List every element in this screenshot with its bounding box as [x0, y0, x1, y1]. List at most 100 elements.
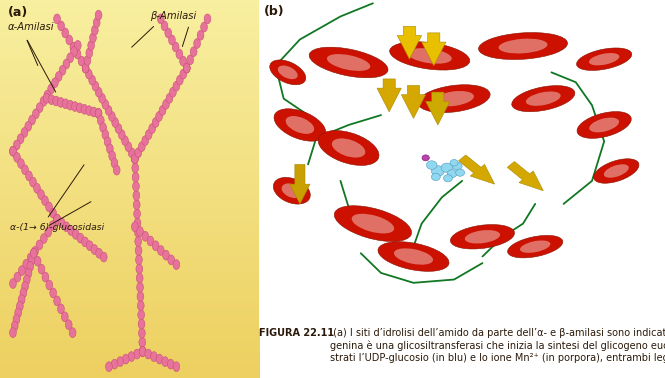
Ellipse shape: [278, 65, 298, 79]
Circle shape: [69, 328, 76, 338]
Circle shape: [36, 240, 43, 250]
Circle shape: [132, 163, 138, 173]
Ellipse shape: [465, 230, 500, 243]
Circle shape: [53, 96, 59, 106]
Circle shape: [180, 56, 186, 66]
Circle shape: [161, 21, 168, 31]
Circle shape: [432, 166, 444, 176]
Circle shape: [38, 264, 45, 274]
Ellipse shape: [520, 240, 551, 253]
Circle shape: [162, 357, 168, 367]
Circle shape: [86, 241, 93, 251]
Circle shape: [138, 310, 144, 320]
Circle shape: [139, 347, 146, 356]
Circle shape: [65, 320, 72, 330]
Circle shape: [63, 59, 70, 69]
Circle shape: [20, 288, 27, 298]
Circle shape: [198, 30, 204, 40]
Circle shape: [31, 248, 37, 258]
Circle shape: [82, 63, 89, 73]
Circle shape: [55, 71, 62, 81]
Circle shape: [100, 123, 106, 133]
Circle shape: [135, 237, 142, 246]
Ellipse shape: [594, 159, 639, 183]
Circle shape: [104, 137, 111, 147]
Circle shape: [173, 260, 180, 270]
Circle shape: [27, 253, 34, 263]
Circle shape: [187, 55, 194, 65]
Circle shape: [122, 354, 129, 364]
Circle shape: [149, 124, 156, 133]
Circle shape: [139, 347, 146, 356]
Circle shape: [21, 128, 28, 138]
Circle shape: [134, 209, 140, 219]
Circle shape: [115, 124, 122, 133]
Circle shape: [447, 170, 457, 178]
Ellipse shape: [479, 33, 567, 59]
Circle shape: [54, 296, 61, 306]
Ellipse shape: [274, 109, 326, 141]
Ellipse shape: [378, 242, 449, 271]
Circle shape: [152, 118, 159, 127]
Circle shape: [166, 93, 173, 103]
Circle shape: [139, 338, 146, 347]
Circle shape: [190, 47, 197, 57]
Ellipse shape: [270, 60, 306, 85]
Circle shape: [50, 208, 57, 218]
Circle shape: [78, 56, 85, 66]
Circle shape: [72, 229, 79, 239]
Circle shape: [168, 35, 176, 45]
Circle shape: [89, 75, 96, 85]
Circle shape: [82, 63, 89, 73]
Circle shape: [90, 107, 97, 117]
Circle shape: [22, 281, 29, 291]
Circle shape: [139, 347, 146, 356]
Ellipse shape: [589, 53, 619, 65]
Circle shape: [17, 159, 25, 169]
Circle shape: [19, 266, 25, 276]
Ellipse shape: [327, 54, 370, 71]
Ellipse shape: [499, 39, 547, 53]
Circle shape: [66, 35, 72, 45]
Circle shape: [70, 42, 76, 52]
Circle shape: [9, 279, 17, 288]
Circle shape: [184, 63, 190, 73]
Circle shape: [111, 359, 118, 369]
Circle shape: [136, 255, 142, 265]
Circle shape: [45, 227, 52, 237]
Ellipse shape: [589, 118, 619, 132]
Circle shape: [82, 63, 89, 73]
Text: (a) I siti d’idrolisi dell’amido da parte dell’α- e β-amilasi sono indicati. (b): (a) I siti d’idrolisi dell’amido da part…: [331, 328, 665, 363]
Circle shape: [54, 14, 61, 24]
Circle shape: [15, 308, 21, 318]
Circle shape: [86, 48, 92, 58]
Circle shape: [184, 63, 190, 73]
Circle shape: [62, 28, 68, 38]
Circle shape: [40, 96, 47, 106]
Circle shape: [150, 352, 157, 361]
Circle shape: [145, 349, 152, 359]
Circle shape: [22, 165, 29, 175]
Ellipse shape: [273, 177, 311, 204]
Circle shape: [74, 40, 81, 50]
Circle shape: [146, 130, 152, 139]
Circle shape: [61, 312, 68, 322]
Ellipse shape: [394, 248, 433, 265]
Ellipse shape: [418, 85, 490, 113]
Circle shape: [142, 231, 148, 241]
Circle shape: [76, 103, 83, 113]
Circle shape: [111, 158, 118, 168]
Circle shape: [11, 321, 18, 331]
Circle shape: [86, 69, 92, 79]
Circle shape: [117, 357, 124, 367]
Circle shape: [138, 142, 145, 152]
Ellipse shape: [334, 206, 412, 242]
Ellipse shape: [281, 183, 302, 198]
Circle shape: [62, 99, 69, 109]
Circle shape: [84, 56, 91, 65]
Circle shape: [74, 49, 81, 59]
Circle shape: [122, 136, 128, 146]
Circle shape: [23, 275, 30, 285]
Polygon shape: [422, 33, 446, 66]
Circle shape: [441, 163, 452, 172]
